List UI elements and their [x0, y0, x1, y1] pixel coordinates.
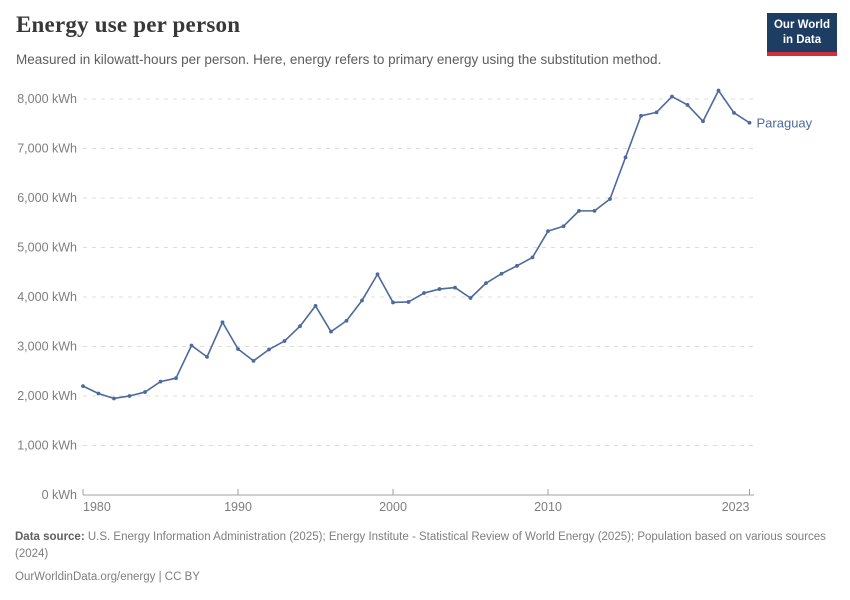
data-point-2020[interactable]	[701, 119, 705, 124]
data-point-2009[interactable]	[530, 255, 535, 260]
chart-footer: Data source: U.S. Energy Information Adm…	[15, 529, 833, 586]
data-point-1983[interactable]	[127, 394, 132, 398]
y-tick-label: 4,000 kWh	[17, 290, 77, 304]
data-point-1999[interactable]	[375, 272, 380, 277]
data-point-2004[interactable]	[453, 285, 457, 290]
series-line-paraguay[interactable]	[82, 89, 751, 400]
data-point-2011[interactable]	[561, 224, 566, 229]
datasource-label: Data source:	[15, 531, 85, 543]
data-point-2022[interactable]	[732, 110, 736, 115]
data-point-1991[interactable]	[251, 358, 256, 363]
x-tick-label: 2000	[379, 500, 407, 514]
x-tick-label: 2010	[534, 500, 562, 514]
data-point-2010[interactable]	[546, 229, 550, 234]
y-tick-label: 3,000 kWh	[17, 340, 77, 354]
y-tick-label: 5,000 kWh	[17, 241, 77, 255]
chart-subtitle: Measured in kilowatt-hours per person. H…	[16, 52, 662, 67]
data-point-1988[interactable]	[205, 354, 209, 359]
logo-line1: Our World	[773, 19, 830, 31]
data-point-2018[interactable]	[670, 94, 674, 99]
chart-title: Energy use per person	[16, 12, 241, 37]
data-point-2006[interactable]	[484, 281, 488, 286]
data-point-2013[interactable]	[592, 208, 597, 213]
data-point-2015[interactable]	[623, 155, 628, 160]
x-tick-label: 1980	[83, 500, 111, 514]
data-point-2021[interactable]	[716, 88, 721, 93]
data-point-2019[interactable]	[685, 103, 690, 107]
data-point-2017[interactable]	[654, 110, 659, 115]
datasource-text: U.S. Energy Information Administration (…	[15, 531, 826, 560]
data-point-1992[interactable]	[267, 347, 271, 352]
data-point-1984[interactable]	[143, 390, 147, 394]
footer-license[interactable]: OurWorldinData.org/energy | CC BY	[15, 571, 200, 584]
y-tick-label: 8,000 kWh	[17, 92, 77, 106]
data-point-1997[interactable]	[344, 318, 349, 323]
data-point-2016[interactable]	[639, 113, 643, 118]
data-point-1986[interactable]	[174, 376, 178, 381]
x-tick-label: 1990	[224, 500, 252, 514]
chart-svg[interactable]: 0 kWh 1,000 kWh 2,000 kWh 3,000 kWh 4,000 kW…	[0, 78, 850, 525]
owid-logo[interactable]: Our World in Data	[766, 13, 837, 56]
data-point-2000[interactable]	[391, 300, 395, 305]
data-point-2023[interactable]	[747, 120, 752, 125]
data-point-2014[interactable]	[608, 197, 612, 201]
series-end-label[interactable]: Paraguay	[757, 115, 813, 130]
data-point-1985[interactable]	[158, 379, 163, 384]
data-point-1994[interactable]	[298, 324, 302, 329]
data-point-1982[interactable]	[112, 396, 116, 401]
data-point-1996[interactable]	[329, 329, 333, 334]
data-point-2002[interactable]	[422, 291, 426, 295]
logo-line2: in Data	[782, 33, 822, 46]
data-point-1987[interactable]	[189, 343, 194, 348]
data-point-1993[interactable]	[282, 339, 287, 343]
data-point-1995[interactable]	[313, 304, 318, 308]
data-point-2012[interactable]	[577, 208, 581, 213]
y-tick-label: 7,000 kWh	[17, 142, 77, 156]
y-tick-label: 0 kWh	[42, 488, 77, 502]
data-point-2005[interactable]	[468, 296, 473, 300]
data-point-2003[interactable]	[437, 287, 442, 291]
footer-datasource: Data source: U.S. Energy Information Adm…	[15, 529, 833, 562]
data-point-1990[interactable]	[236, 347, 240, 351]
line-chart[interactable]: 0 kWh 1,000 kWh 2,000 kWh 3,000 kWh 4,000 kW…	[0, 78, 850, 525]
data-point-1980[interactable]	[81, 384, 85, 388]
data-point-1998[interactable]	[360, 298, 364, 303]
x-tick-label: 2023	[722, 500, 750, 514]
y-tick-label: 1,000 kWh	[17, 439, 77, 453]
y-tick-label: 6,000 kWh	[17, 191, 77, 205]
data-point-2008[interactable]	[515, 263, 519, 268]
y-tick-label: 2,000 kWh	[17, 389, 77, 403]
data-point-2007[interactable]	[499, 271, 504, 276]
data-point-1989[interactable]	[220, 320, 225, 325]
data-point-2001[interactable]	[406, 300, 411, 304]
data-point-1981[interactable]	[96, 391, 101, 396]
